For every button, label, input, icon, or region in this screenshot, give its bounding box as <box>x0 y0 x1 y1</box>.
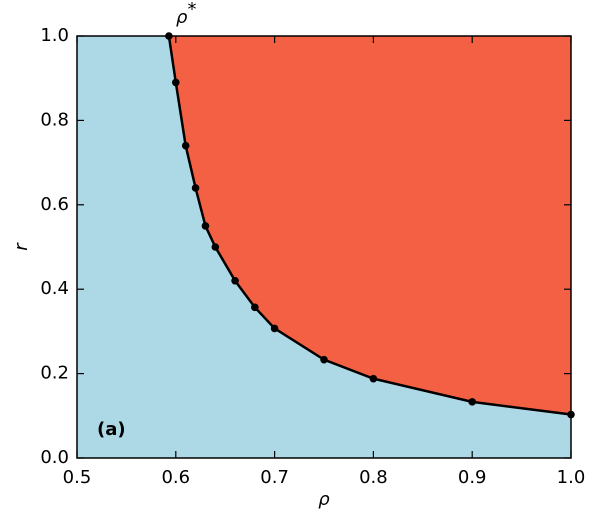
y-tick-label: 0.0 <box>40 447 69 468</box>
point <box>251 303 259 312</box>
x-axis-label: ρ <box>318 489 330 510</box>
point <box>320 355 328 364</box>
panel-label: (a) <box>97 419 126 440</box>
critical-label: ρ* <box>176 0 196 28</box>
y-tick-label: 0.6 <box>40 194 69 215</box>
point <box>201 222 210 230</box>
x-tick-label: 0.8 <box>359 467 388 488</box>
point <box>191 184 200 192</box>
plot-frame <box>76 35 572 459</box>
point <box>270 324 279 333</box>
critical-base: ρ <box>176 7 188 28</box>
point <box>468 398 477 406</box>
y-tick-label: 0.2 <box>40 363 69 384</box>
y-tick-label: 0.4 <box>40 278 69 299</box>
y-tick-label: 0.8 <box>40 109 69 130</box>
x-tick-label: 0.7 <box>260 467 289 488</box>
point <box>172 78 180 87</box>
x-tick-label: 0.6 <box>161 467 190 488</box>
point <box>211 243 220 251</box>
point <box>369 374 378 383</box>
upper-region <box>168 36 571 415</box>
y-tick-label: 1.0 <box>40 25 69 46</box>
x-tick-label: 1.0 <box>557 467 586 488</box>
x-tick-label: 0.5 <box>63 467 92 488</box>
point <box>231 276 239 285</box>
critical-sup: * <box>187 0 196 20</box>
plot-layer <box>76 32 575 459</box>
y-axis-label: r <box>11 242 32 251</box>
x-tick-label: 0.9 <box>458 467 487 488</box>
point <box>181 141 190 150</box>
